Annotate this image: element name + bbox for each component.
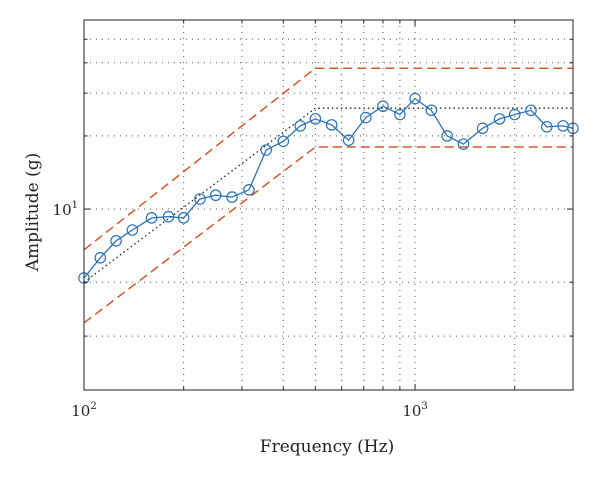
measured-point: [476, 122, 489, 135]
measured-point: [194, 193, 206, 205]
measured-point: [309, 113, 322, 125]
measured-point: [409, 92, 421, 105]
measured-point: [226, 191, 238, 203]
lower-limit-line: [83, 146, 573, 324]
measured-point: [360, 111, 372, 124]
measured-point: [425, 104, 438, 117]
measured-point: [525, 104, 537, 117]
plot-lines: [83, 67, 574, 324]
measured-point: [394, 108, 406, 121]
measured-point: [209, 189, 222, 202]
measured-point: [457, 138, 470, 150]
measured-line: [83, 97, 574, 279]
measured-point: [377, 100, 389, 113]
measured-point: [441, 130, 453, 142]
x-tick-label: 103: [402, 401, 427, 420]
measured-point: [342, 134, 355, 147]
measured-point: [110, 235, 122, 247]
y-tick-label: 101: [53, 200, 78, 219]
plot-frame: [83, 19, 574, 391]
grid: [84, 20, 573, 390]
measured-point: [177, 212, 190, 224]
x-tick-label: 102: [71, 401, 96, 420]
axis-ticks: 102 103 101: [53, 20, 574, 420]
measured-point: [94, 252, 107, 264]
x-axis-label: Frequency (Hz): [260, 437, 394, 457]
measured-point: [294, 120, 307, 132]
upper-limit-line: [83, 67, 573, 251]
measured-point: [260, 144, 272, 156]
measured-point: [243, 184, 255, 196]
measured-point: [126, 224, 139, 236]
measured-markers: [78, 92, 579, 284]
measured-point: [277, 135, 290, 148]
measured-point: [540, 121, 553, 133]
measured-point: [508, 108, 521, 121]
measured-point: [145, 212, 158, 224]
measured-point: [162, 210, 175, 223]
measured-point: [493, 113, 506, 125]
measured-point: [325, 119, 338, 131]
y-axis-label: Amplitude (g): [23, 153, 43, 272]
reference-line: [83, 107, 573, 283]
